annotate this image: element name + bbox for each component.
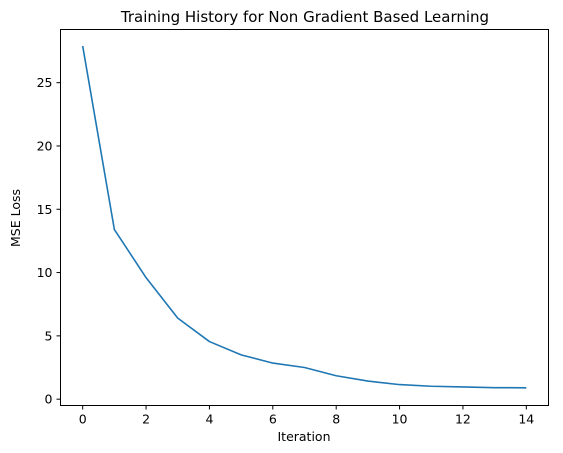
y-axis-label: MSE Loss bbox=[8, 189, 23, 247]
y-tick-label: 10 bbox=[37, 265, 53, 280]
y-tick-label: 15 bbox=[37, 202, 53, 217]
x-tick-label: 14 bbox=[518, 412, 534, 427]
x-axis-label: Iteration bbox=[277, 429, 330, 444]
x-tick-label: 0 bbox=[79, 412, 87, 427]
series-line bbox=[81, 45, 527, 389]
plot-frame bbox=[60, 29, 549, 406]
x-tick-label: 10 bbox=[392, 412, 408, 427]
axis-ticks: 0 2 4 6 8 10 12 14 0 5 10 15 20 25 bbox=[37, 75, 535, 426]
plot-series bbox=[81, 45, 527, 389]
y-tick-label: 5 bbox=[45, 328, 53, 343]
x-tick-label: 4 bbox=[205, 412, 213, 427]
y-tick-label: 0 bbox=[45, 392, 53, 407]
x-tick-label: 8 bbox=[332, 412, 340, 427]
y-tick-label: 25 bbox=[37, 75, 53, 90]
x-tick-label: 12 bbox=[455, 412, 471, 427]
y-tick-label: 20 bbox=[37, 138, 53, 153]
x-tick-label: 2 bbox=[142, 412, 150, 427]
x-tick-label: 6 bbox=[269, 412, 277, 427]
chart-title: Training History for Non Gradient Based … bbox=[120, 8, 489, 26]
